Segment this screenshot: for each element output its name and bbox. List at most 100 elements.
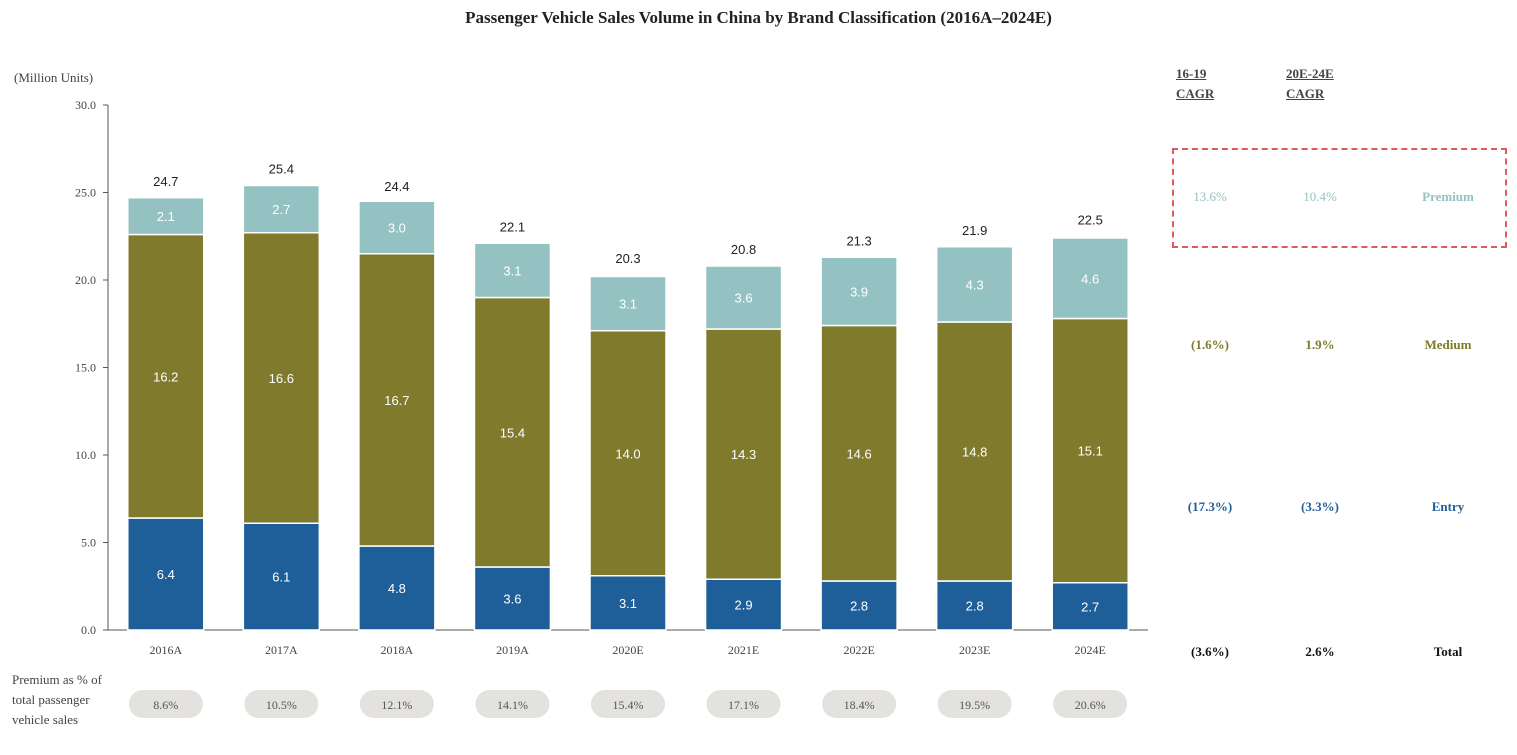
premium-share-value: 15.4%	[613, 698, 644, 712]
cagr-series-name: Total	[1434, 644, 1463, 659]
segment-value-label: 4.3	[966, 277, 984, 292]
premium-highlight-box	[1172, 148, 1507, 248]
segment-value-label: 3.1	[503, 263, 521, 278]
segment-value-label: 4.6	[1081, 271, 1099, 286]
bar-segment-medium	[242, 232, 321, 524]
y-tick-label: 25.0	[75, 186, 96, 200]
y-tick-label: 0.0	[81, 623, 96, 637]
x-tick-label: 2017A	[265, 643, 298, 657]
y-axis-unit-label: (Million Units)	[14, 70, 93, 85]
segment-value-label: 14.0	[615, 446, 640, 461]
cagr-2020-2024-value: (3.3%)	[1301, 499, 1339, 514]
premium-share-pill	[359, 690, 434, 718]
premium-share-value: 19.5%	[959, 698, 990, 712]
bar-segment-premium	[127, 197, 205, 236]
bar-segment-premium	[935, 246, 1014, 323]
cagr-2016-2019-value: 13.6%	[1193, 189, 1227, 204]
x-tick-label: 2016A	[149, 643, 182, 657]
bar-segment-entry	[589, 575, 667, 631]
segment-value-label: 2.8	[850, 599, 868, 614]
segment-value-label: 14.8	[962, 445, 987, 460]
bar-segment-entry	[473, 566, 552, 631]
bar-segment-medium	[820, 324, 898, 582]
bar-total-label: 20.3	[615, 251, 640, 266]
cagr-header-line: 20E-24E	[1286, 66, 1334, 81]
x-tick-label: 2018A	[381, 643, 414, 657]
cagr-2020-2024-value: 10.4%	[1303, 189, 1337, 204]
segment-value-label: 3.0	[388, 221, 406, 236]
cagr-2020-2024-value: 1.9%	[1305, 337, 1334, 352]
premium-share-value: 17.1%	[728, 698, 759, 712]
segment-value-label: 6.4	[157, 567, 175, 582]
cagr-header-line: CAGR	[1176, 86, 1215, 101]
segment-value-label: 2.7	[1081, 599, 1099, 614]
segment-value-label: 2.7	[272, 202, 290, 217]
segment-value-label: 6.1	[272, 570, 290, 585]
cagr-series-name: Entry	[1432, 499, 1465, 514]
cagr-series-name: Premium	[1422, 189, 1474, 204]
bar-total-label: 20.8	[731, 242, 756, 257]
cagr-2020-2024-value: 2.6%	[1305, 644, 1334, 659]
premium-share-pill	[706, 690, 781, 718]
bar-segment-premium	[242, 184, 321, 234]
cagr-header-2020-2024: 20E-24E CAGR	[1286, 64, 1334, 104]
premium-share-pill	[591, 690, 665, 718]
cagr-header-2016-2019: 16-19 CAGR	[1176, 64, 1214, 104]
segment-value-label: 16.6	[269, 371, 294, 386]
bar-segment-premium	[473, 242, 552, 299]
y-tick-label: 30.0	[75, 98, 96, 112]
bar-segment-entry	[935, 580, 1014, 631]
premium-share-pill	[128, 690, 203, 718]
segment-value-label: 3.6	[503, 592, 521, 607]
segment-value-label: 3.9	[850, 284, 868, 299]
bar-segment-entry	[704, 578, 783, 631]
bar-segment-entry	[242, 522, 321, 631]
cagr-header-line: CAGR	[1286, 86, 1325, 101]
bar-segment-medium	[704, 328, 783, 580]
premium-share-pill	[1053, 690, 1128, 718]
cagr-2016-2019-value: (17.3%)	[1188, 499, 1232, 514]
bar-total-label: 24.7	[153, 174, 178, 189]
premium-share-value: 10.5%	[266, 698, 297, 712]
premium-share-pill	[822, 690, 897, 718]
premium-share-row-label: Premium as % of total passenger vehicle …	[12, 672, 102, 727]
bar-segment-premium	[704, 265, 783, 330]
x-tick-label: 2021E	[728, 643, 759, 657]
bar-total-label: 22.5	[1078, 212, 1103, 227]
y-tick-label: 15.0	[75, 361, 96, 375]
segment-value-label: 2.1	[157, 209, 175, 224]
premium-share-pill	[937, 690, 1012, 718]
segment-value-label: 3.6	[735, 291, 753, 306]
chart-title: Passenger Vehicle Sales Volume in China …	[465, 8, 1052, 27]
premium-share-value: 18.4%	[844, 698, 875, 712]
premium-share-value: 8.6%	[153, 698, 178, 712]
x-tick-label: 2019A	[496, 643, 529, 657]
premium-share-layer: 8.6% 10.5% 12.1% 14.1% 15.4% 17.1% 18.4% 19.5% 2…	[128, 690, 1128, 718]
premium-share-pill	[475, 690, 550, 718]
x-tick-label: 2023E	[959, 643, 990, 657]
segment-value-label: 16.7	[384, 393, 409, 408]
x-tick-label: 2024E	[1075, 643, 1106, 657]
bars-layer	[127, 184, 1129, 631]
segment-value-label: 15.1	[1078, 444, 1103, 459]
segment-value-label: 16.2	[153, 369, 178, 384]
bar-segment-premium	[820, 256, 898, 327]
bar-segment-entry	[820, 580, 898, 631]
bar-segment-premium	[358, 200, 436, 255]
cagr-series-name: Medium	[1425, 337, 1472, 352]
bar-total-label: 21.3	[846, 233, 871, 248]
segment-value-label: 4.8	[388, 581, 406, 596]
bar-segment-medium	[935, 321, 1014, 582]
bar-segment-medium	[1051, 317, 1129, 584]
cagr-header-line: 16-19	[1176, 66, 1207, 81]
bar-total-label: 24.4	[384, 179, 409, 194]
segment-value-label: 3.1	[619, 297, 637, 312]
premium-share-value: 12.1%	[381, 698, 412, 712]
bar-segment-premium	[1051, 237, 1129, 320]
bar-segment-premium	[589, 275, 667, 332]
premium-share-value: 14.1%	[497, 698, 528, 712]
bar-segment-medium	[473, 296, 552, 568]
cagr-2016-2019-value: (1.6%)	[1191, 337, 1229, 352]
segment-value-label: 15.4	[500, 425, 525, 440]
